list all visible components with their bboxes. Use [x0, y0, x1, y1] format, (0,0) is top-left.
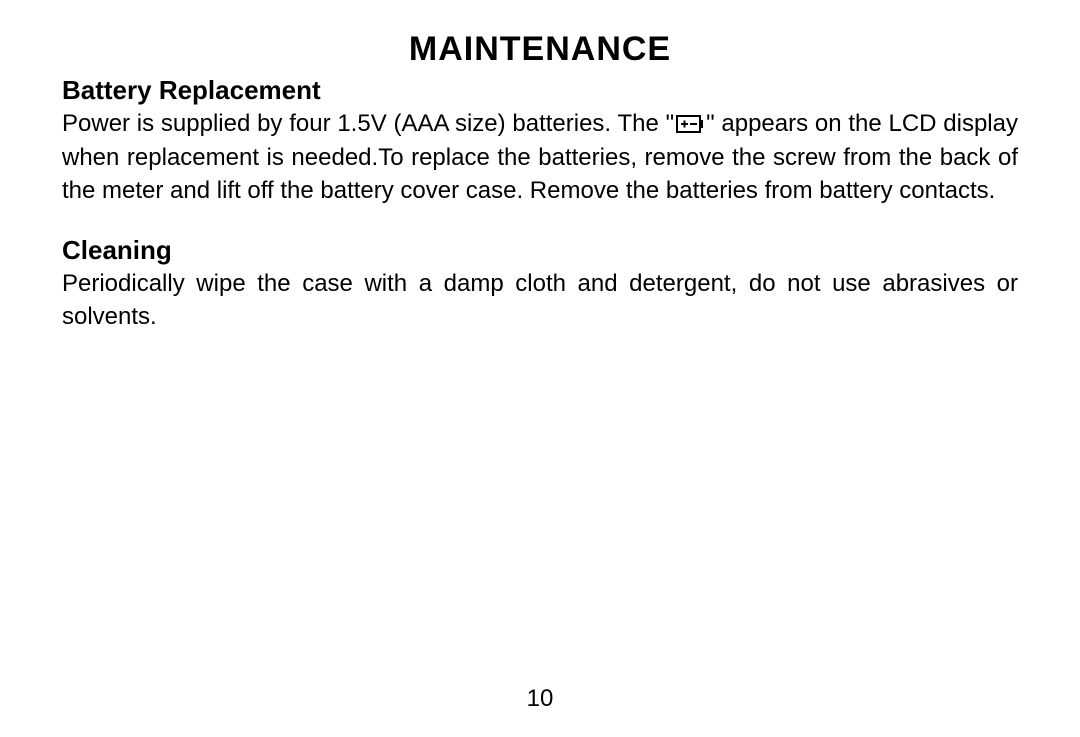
battery-low-icon	[676, 110, 704, 142]
page-number: 10	[0, 685, 1080, 713]
page-title: MAINTENANCE	[62, 30, 1018, 69]
section-body-battery: Power is supplied by four 1.5V (AAA size…	[62, 108, 1018, 207]
section-body-cleaning: Periodically wipe the case with a damp c…	[62, 268, 1018, 333]
battery-text-before: Power is supplied by four 1.5V (AAA size…	[62, 110, 674, 137]
section-heading-cleaning: Cleaning	[62, 235, 1018, 266]
section-heading-battery: Battery Replacement	[62, 75, 1018, 106]
manual-page: MAINTENANCE Battery Replacement Power is…	[0, 0, 1080, 737]
